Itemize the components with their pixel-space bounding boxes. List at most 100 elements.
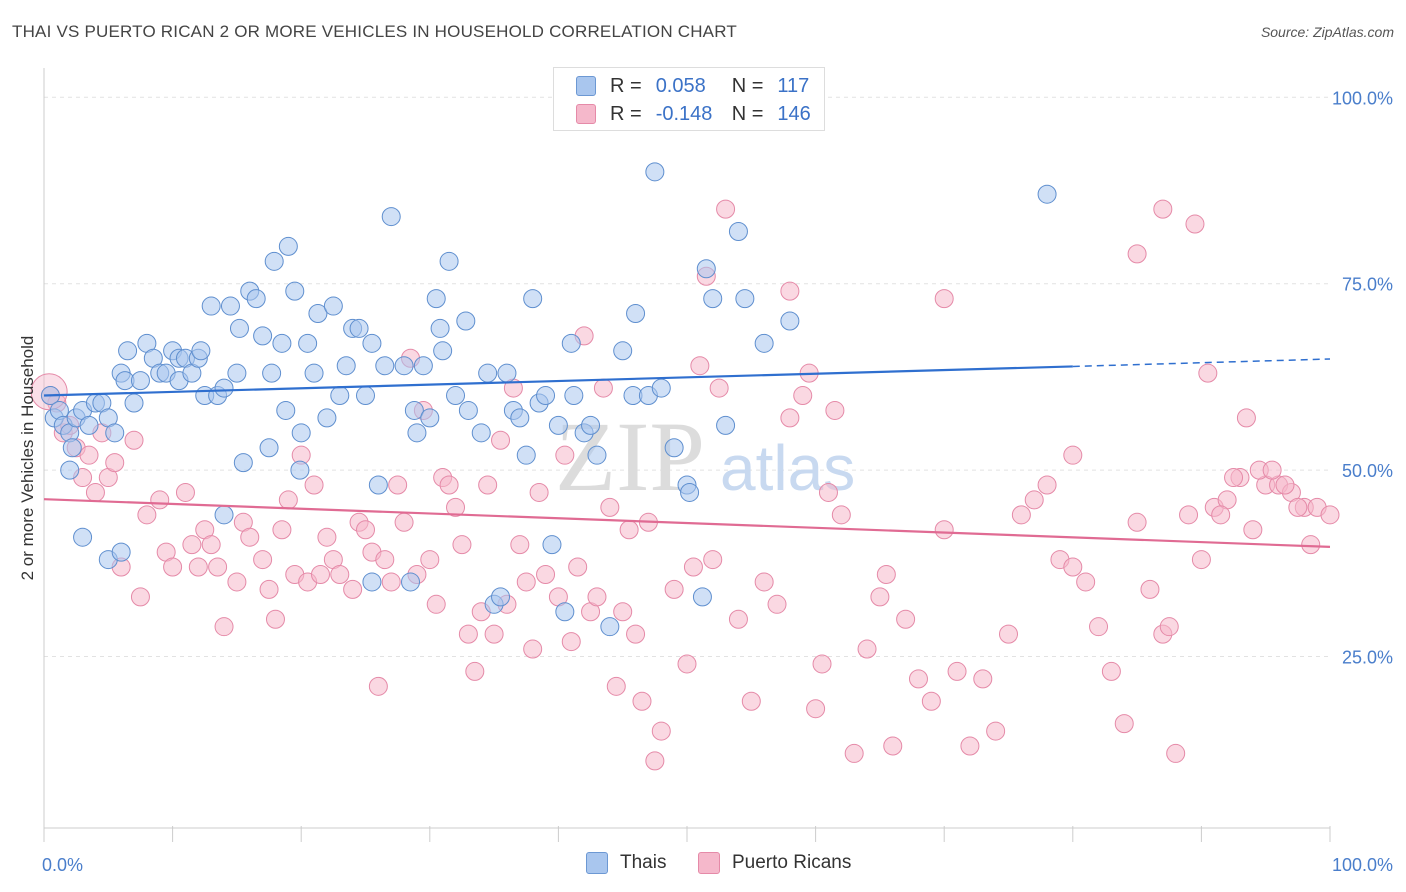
data-point-puerto-ricans (529, 482, 549, 502)
data-point-puerto-ricans (986, 721, 1006, 741)
data-point-puerto-ricans (388, 475, 408, 495)
data-point-thais (497, 363, 517, 383)
data-point-puerto-ricans (1089, 617, 1109, 637)
data-point-puerto-ricans (516, 572, 536, 592)
data-point-puerto-ricans (651, 721, 671, 741)
data-point-puerto-ricans (1166, 743, 1186, 763)
data-point-puerto-ricans (1236, 408, 1256, 428)
data-point-puerto-ricans (368, 676, 388, 696)
data-point-thais (368, 475, 388, 495)
data-point-thais (664, 438, 684, 458)
data-point-puerto-ricans (137, 505, 157, 525)
data-point-puerto-ricans (278, 490, 298, 510)
data-point-puerto-ricans (999, 624, 1018, 644)
data-point-thais (1037, 184, 1057, 204)
legend-n-label: N = (731, 74, 764, 97)
data-point-thais (362, 572, 382, 592)
y-tick-label: 25.0% (1342, 648, 1393, 668)
legend-swatch-puerto-ricans (698, 852, 720, 874)
data-point-puerto-ricans (1063, 557, 1083, 577)
data-point-thais (349, 318, 369, 338)
data-point-thais (362, 333, 382, 353)
data-point-puerto-ricans (523, 639, 543, 659)
data-point-puerto-ricans (883, 736, 903, 756)
data-point-puerto-ricans (690, 356, 710, 376)
data-point-puerto-ricans (253, 550, 273, 570)
data-point-thais (680, 482, 700, 502)
watermark-zip: ZIP (555, 401, 705, 512)
data-point-puerto-ricans (163, 557, 183, 577)
data-point-thais (214, 378, 234, 398)
data-point-thais (433, 341, 453, 361)
data-point-thais (191, 341, 211, 361)
data-point-puerto-ricans (105, 453, 125, 473)
data-point-puerto-ricans (343, 579, 363, 599)
trend-line-thais-projection (1072, 358, 1331, 368)
data-point-puerto-ricans (632, 691, 652, 711)
data-point-puerto-ricans (182, 535, 202, 555)
data-point-thais (780, 311, 800, 331)
data-point-thais (516, 445, 536, 465)
data-point-puerto-ricans (600, 497, 620, 517)
data-point-thais (124, 393, 144, 413)
data-point-puerto-ricans (175, 482, 195, 502)
data-point-thais (229, 318, 249, 338)
data-point-puerto-ricans (1224, 468, 1244, 488)
legend-r-label: R = (610, 74, 642, 97)
data-point-puerto-ricans (491, 430, 511, 450)
data-point-puerto-ricans (1037, 475, 1057, 495)
data-point-puerto-ricans (613, 602, 633, 622)
data-point-puerto-ricans (79, 445, 99, 465)
trend-line-thais (43, 365, 1073, 397)
axes (43, 68, 1331, 842)
data-point-thais (298, 333, 318, 353)
data-point-thais (426, 289, 446, 309)
data-point-puerto-ricans (484, 624, 504, 644)
data-point-thais (510, 408, 530, 428)
data-point-puerto-ricans (375, 550, 395, 570)
data-point-puerto-ricans (1191, 550, 1211, 570)
data-point-thais (754, 333, 774, 353)
data-point-thais (394, 356, 414, 376)
data-point-thais (79, 415, 99, 435)
data-point-puerto-ricans (1063, 445, 1083, 465)
data-point-thais (581, 415, 601, 435)
data-point-thais (233, 453, 253, 473)
data-point-puerto-ricans (240, 527, 260, 547)
data-point-thais (62, 438, 82, 458)
data-point-thais (227, 363, 247, 383)
data-point-thais (278, 236, 298, 256)
data-point-puerto-ricans (1011, 505, 1031, 525)
data-point-thais (728, 221, 748, 241)
data-point-puerto-ricans (214, 617, 234, 637)
data-point-puerto-ricans (555, 445, 575, 465)
data-point-puerto-ricans (1243, 520, 1263, 540)
trend-lines (43, 358, 1331, 548)
y-tick-label: 100.0% (1332, 88, 1393, 108)
data-point-puerto-ricans (1179, 505, 1199, 525)
legend-item-thais: Thais (586, 852, 666, 874)
data-point-thais (272, 333, 292, 353)
data-point-puerto-ricans (130, 587, 150, 607)
data-point-puerto-ricans (227, 572, 247, 592)
legend-label-puerto-ricans: Puerto Ricans (732, 852, 852, 873)
data-point-puerto-ricans (420, 550, 440, 570)
data-point-thais (356, 386, 375, 406)
data-point-thais (716, 415, 736, 435)
data-point-thais (375, 356, 395, 376)
data-point-thais (430, 318, 450, 338)
data-point-thais (735, 289, 755, 309)
data-point-thais (404, 400, 424, 420)
data-point-puerto-ricans (201, 535, 221, 555)
data-point-thais (564, 386, 584, 406)
series-legend: Thais Puerto Ricans (0, 852, 1406, 878)
data-point-puerto-ricans (458, 624, 478, 644)
data-point-thais (420, 408, 440, 428)
data-point-puerto-ricans (1127, 244, 1147, 264)
data-point-puerto-ricans (876, 564, 896, 584)
data-point-puerto-ricans (381, 572, 401, 592)
data-point-thais (446, 386, 466, 406)
legend-r-value: -0.148 (655, 102, 713, 125)
data-point-puerto-ricans (1140, 579, 1160, 599)
